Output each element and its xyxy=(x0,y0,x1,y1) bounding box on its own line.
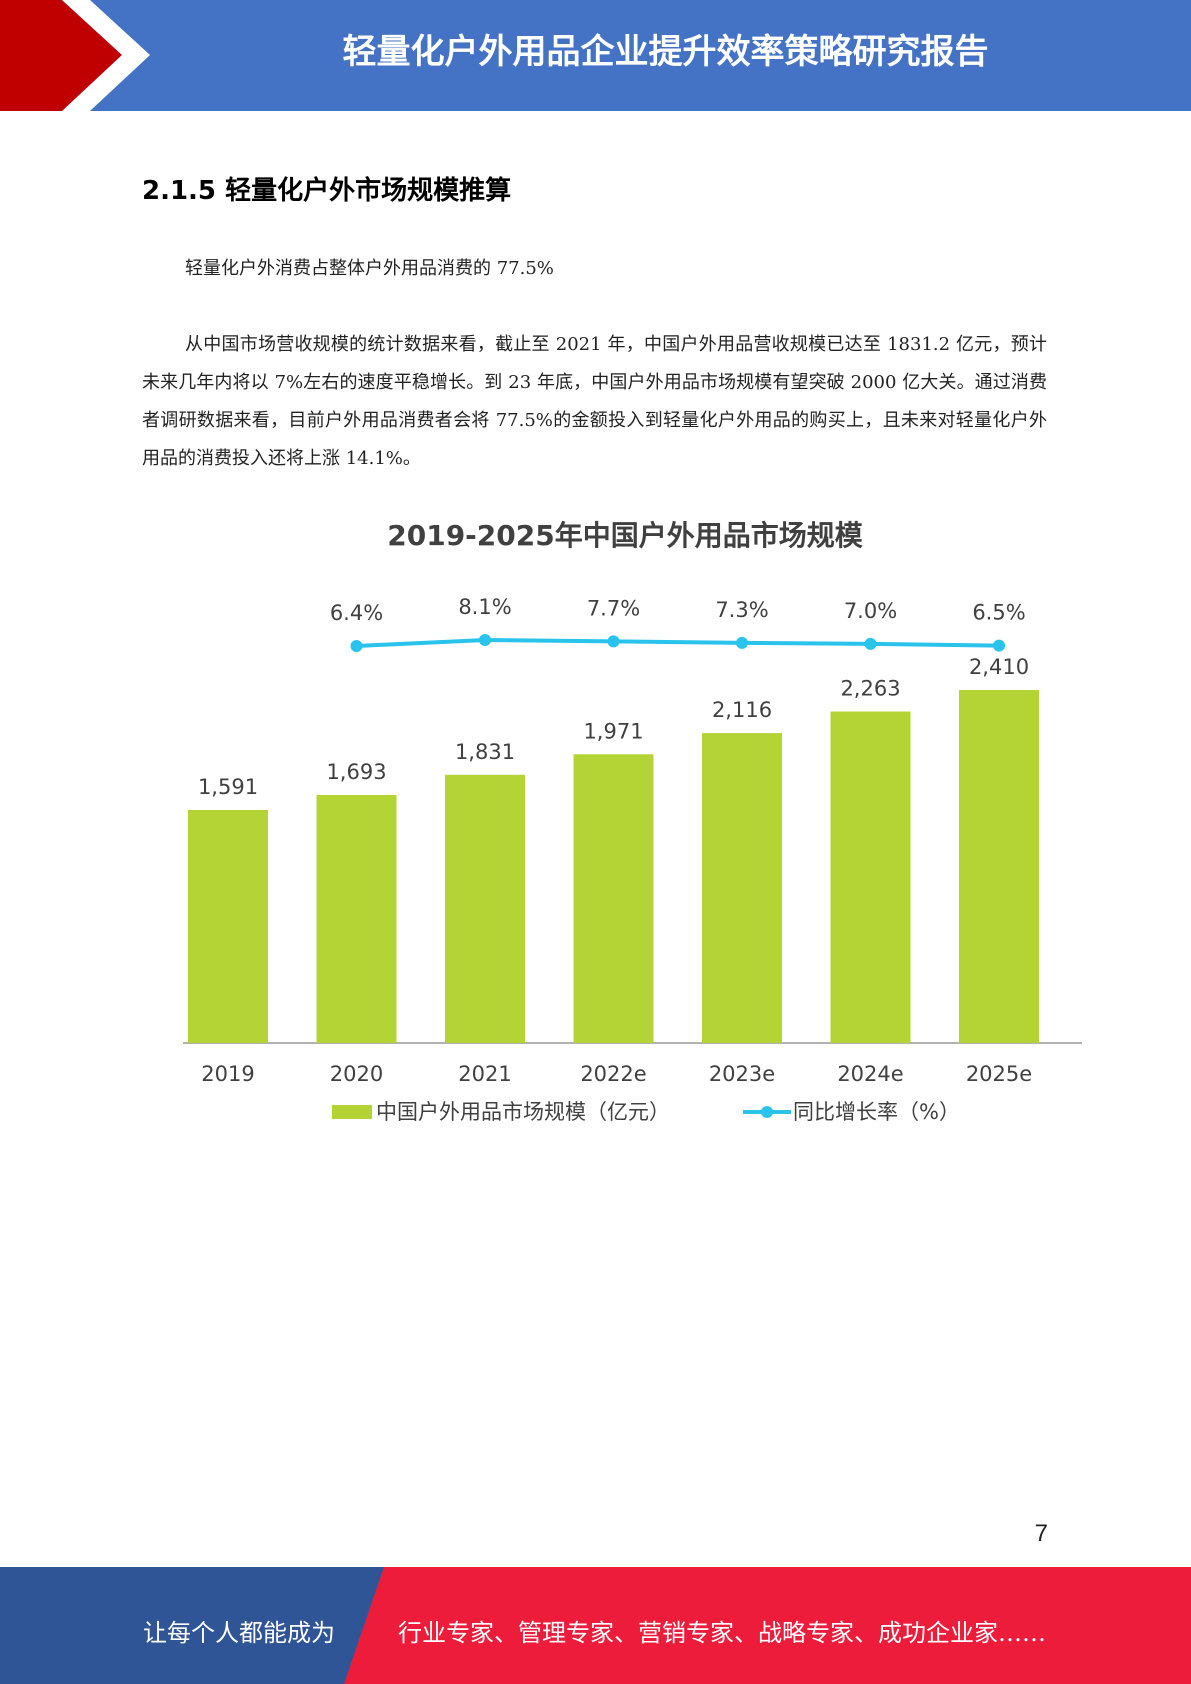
x-tick-2022e: 2022e xyxy=(580,1062,646,1086)
footer-background xyxy=(0,1567,1191,1684)
legend-line-marker xyxy=(761,1106,773,1118)
legend-bar-swatch xyxy=(332,1105,372,1119)
growth-label-2023e: 7.3% xyxy=(715,598,768,622)
growth-point-2025e xyxy=(993,639,1005,652)
intro-paragraph: 轻量化户外消费占整体户外用品消费的 77.5% xyxy=(185,258,554,279)
bar-2019 xyxy=(188,809,268,1043)
bar-label-2024e: 2,263 xyxy=(840,677,900,701)
header-banner: 轻量化户外用品企业提升效率策略研究报告 xyxy=(0,0,1191,111)
growth-point-2023e xyxy=(736,636,748,649)
chart-svg: 2019-2025年中国户外用品市场规模 1,591 2019 1,693 2020 1,… xyxy=(183,519,1082,1124)
header-arrow-decoration xyxy=(0,0,150,111)
bar-2020 xyxy=(316,795,397,1043)
x-tick-2020: 2020 xyxy=(330,1062,383,1086)
bar-label-2025e: 2,410 xyxy=(969,655,1029,679)
growth-label-2020: 6.4% xyxy=(330,601,383,625)
bar-label-2020: 1,693 xyxy=(326,760,386,784)
legend-line-label: 同比增长率（%） xyxy=(793,1100,960,1124)
legend-bar-label: 中国户外用品市场规模（亿元） xyxy=(376,1100,670,1124)
x-tick-2025e: 2025e xyxy=(966,1062,1032,1086)
x-tick-2021: 2021 xyxy=(458,1062,511,1086)
page-number: 7 xyxy=(1034,1520,1048,1547)
growth-point-2024e xyxy=(864,637,877,650)
bar-label-2022e: 1,971 xyxy=(583,719,643,743)
report-title: 轻量化户外用品企业提升效率策略研究报告 xyxy=(342,32,989,72)
growth-label-2021: 8.1% xyxy=(458,595,511,619)
bar-2023e xyxy=(702,733,782,1043)
bar-label-2019: 1,591 xyxy=(198,775,258,799)
growth-point-2022e xyxy=(607,635,620,648)
bar-label-2023e: 2,116 xyxy=(712,698,772,722)
footer-banner xyxy=(0,1567,1191,1684)
growth-label-2024e: 7.0% xyxy=(844,599,897,623)
bar-label-2021: 1,831 xyxy=(455,740,515,764)
bar-2025e xyxy=(959,690,1039,1043)
growth-point-2021 xyxy=(479,634,491,646)
growth-rate-line xyxy=(356,637,1000,648)
section-heading: 2.1.5 轻量化户外市场规模推算 xyxy=(142,176,512,206)
bar-2024e xyxy=(830,711,911,1043)
chart-title: 2019-2025年中国户外用品市场规模 xyxy=(387,519,863,552)
growth-label-2025e: 6.5% xyxy=(972,601,1025,625)
bar-2021 xyxy=(445,774,525,1043)
body-paragraph: 从中国市场营收规模的统计数据来看，截止至 2021 年，中国户外用品营收规模已达… xyxy=(142,334,1047,469)
footer-slogan-right: 行业专家、管理专家、营销专家、战略专家、成功企业家…… xyxy=(398,1619,1046,1647)
x-tick-2023e: 2023e xyxy=(709,1062,775,1086)
growth-point-2020 xyxy=(350,640,363,652)
bar-2022e xyxy=(573,754,654,1043)
x-tick-2024e: 2024e xyxy=(837,1062,903,1086)
market-size-chart: 2019-2025年中国户外用品市场规模 1,591 2019 1,693 2020 1,… xyxy=(160,515,1110,1135)
x-tick-2019: 2019 xyxy=(201,1062,254,1086)
footer-slogan-left: 让每个人都能成为 xyxy=(143,1619,335,1647)
growth-label-2022e: 7.7% xyxy=(587,596,640,620)
